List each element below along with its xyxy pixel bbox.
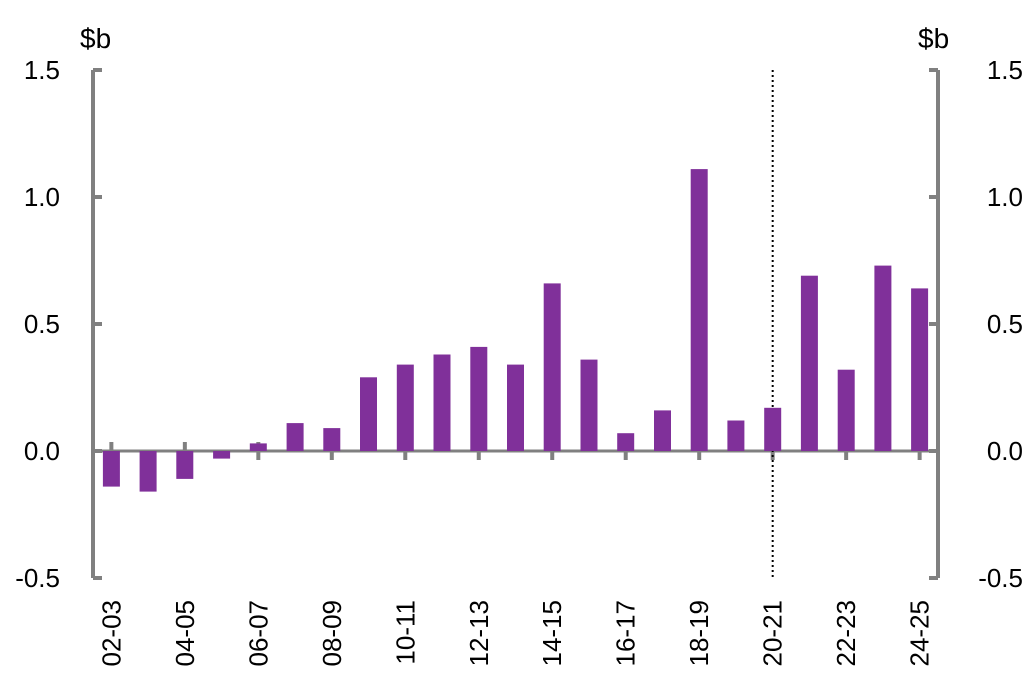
x-tick-label: 12-13: [464, 600, 494, 667]
bar-05-06: [213, 451, 231, 459]
unit-label-left: $b: [80, 23, 111, 54]
bar-02-03: [102, 451, 120, 487]
bar-04-05: [176, 451, 194, 479]
unit-label-right: $b: [918, 23, 949, 54]
bar-23-24: [874, 265, 892, 451]
x-tick-label: 22-23: [831, 600, 861, 667]
y-tick-label-right: 0.0: [987, 436, 1023, 466]
x-tick-label: 08-09: [317, 600, 347, 667]
x-tick-label: 16-17: [611, 600, 641, 667]
bar-09-10: [360, 377, 377, 451]
bar-07-08: [286, 423, 304, 451]
x-tick-label: 14-15: [537, 600, 567, 667]
x-tick-label: 18-19: [684, 600, 714, 667]
bar-13-14: [507, 364, 524, 451]
bar-14-15: [543, 283, 561, 451]
bar-06-07: [249, 443, 267, 451]
bar-03-04: [139, 451, 157, 492]
bar-19-20: [727, 420, 745, 451]
bar-16-17: [617, 433, 635, 451]
x-tick-label: 20-21: [758, 600, 788, 667]
bar-21-22: [800, 275, 818, 451]
bar-15-16: [580, 359, 598, 451]
x-tick-label: 02-03: [96, 600, 126, 667]
bar-20-21: [764, 407, 782, 451]
bar-22-23: [837, 369, 855, 451]
y-tick-label-left: 1.0: [24, 182, 60, 212]
bar-17-18: [654, 410, 671, 451]
x-tick-label: 24-25: [905, 600, 935, 667]
x-tick-label: 04-05: [170, 600, 200, 667]
bar-12-13: [470, 346, 488, 451]
bar-18-19: [690, 169, 708, 451]
bar-24-25: [911, 288, 929, 451]
y-tick-label-left: 0.0: [24, 436, 60, 466]
y-tick-label-right: 0.5: [987, 309, 1023, 339]
labels: 1.5 1.5 1.0 1.0 0.5 0.5 0.0 0.0 -0.5 -0.5 $b $b 02-0…: [15, 23, 1023, 667]
y-tick-label-right: 1.0: [987, 182, 1023, 212]
x-tick-label: 10-11: [390, 600, 420, 665]
bar-10-11: [396, 364, 414, 451]
bar-08-09: [323, 428, 341, 451]
bar-11-12: [433, 354, 451, 451]
x-tick-label: 06-07: [243, 600, 273, 667]
bars: [102, 169, 929, 492]
y-tick-label-left: -0.5: [15, 563, 60, 593]
y-tick-label-right: -0.5: [978, 563, 1023, 593]
y-tick-label-left: 0.5: [24, 309, 60, 339]
y-tick-label-right: 1.5: [987, 55, 1023, 85]
y-tick-label-left: 1.5: [24, 55, 60, 85]
